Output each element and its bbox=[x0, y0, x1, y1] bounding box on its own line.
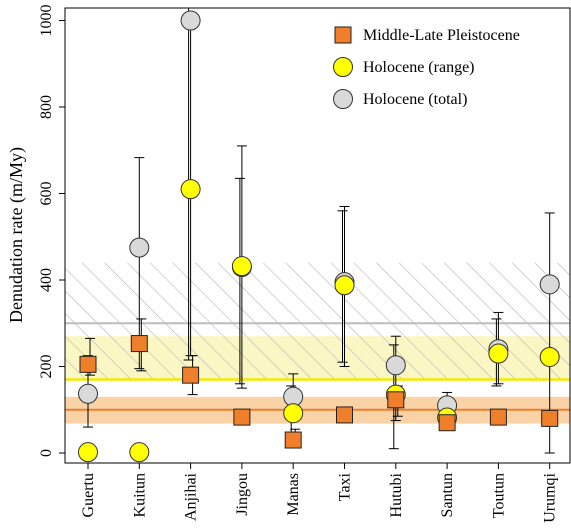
pleistocene-point bbox=[387, 391, 405, 409]
error-bars bbox=[83, 8, 557, 454]
y-tick-label: 200 bbox=[38, 355, 55, 379]
plot-frame bbox=[64, 7, 571, 464]
x-tick-label: Jingou bbox=[234, 473, 251, 516]
x-tick-label: Anjihai bbox=[183, 472, 200, 521]
x-tick-label: Manas bbox=[285, 473, 302, 516]
legend-pleistocene-label: Middle-Late Pleistocene bbox=[363, 27, 520, 44]
pleistocene-point bbox=[336, 406, 353, 424]
x-tick-label: Toutun bbox=[490, 473, 507, 518]
data-points bbox=[78, 10, 560, 463]
holocene-range-point bbox=[488, 343, 509, 364]
y-axis-label: Denudation rate (m/My) bbox=[6, 147, 27, 323]
y-tick-label: 0 bbox=[38, 449, 55, 457]
holocene-range-point bbox=[283, 403, 304, 424]
holocene-range-point bbox=[78, 442, 98, 463]
pleistocene-point bbox=[438, 414, 456, 432]
y-tick-label: 1000 bbox=[38, 5, 55, 37]
y-tick-label: 400 bbox=[38, 268, 55, 292]
x-tick-label: Urumqi bbox=[542, 472, 559, 522]
pleistocene-point bbox=[284, 431, 302, 449]
x-tick-label: Santun bbox=[439, 473, 456, 517]
holocene-range-point bbox=[231, 256, 252, 277]
axes: 0 200 400 600 800 1000 Guertu Kuitun Anjihai Jing… bbox=[38, 5, 571, 523]
legend-pleistocene-marker bbox=[334, 26, 352, 44]
y-tick-label: 800 bbox=[38, 95, 55, 119]
holocene-total-point bbox=[78, 383, 98, 404]
holocene-total-point bbox=[129, 237, 150, 258]
pleistocene-point bbox=[233, 408, 251, 426]
holocene-range-point bbox=[180, 179, 201, 200]
pleistocene-point bbox=[489, 408, 507, 426]
legend: Middle-Late Pleistocene Holocene (range) H… bbox=[333, 26, 520, 109]
x-tick-label: Hutubi bbox=[388, 472, 405, 517]
total-band-hatch bbox=[65, 262, 570, 380]
x-tick-label: Kuitun bbox=[131, 473, 148, 517]
pleistocene-point bbox=[182, 366, 200, 384]
pleistocene-point bbox=[541, 409, 559, 427]
legend-total-label: Holocene (total) bbox=[363, 91, 467, 108]
holocene-total-point bbox=[180, 10, 201, 31]
reference-bands bbox=[65, 262, 570, 424]
holocene-range-point bbox=[539, 346, 560, 367]
legend-range-marker bbox=[333, 57, 353, 77]
pleistocene-point bbox=[79, 355, 97, 373]
x-tick-label: Guertu bbox=[80, 473, 97, 517]
x-tick-label: Taxi bbox=[337, 472, 354, 501]
holocene-total-point bbox=[385, 355, 406, 376]
holocene-total-point bbox=[539, 274, 560, 295]
holocene-range-point bbox=[334, 275, 355, 296]
legend-total-marker bbox=[333, 89, 353, 109]
pleistocene-point bbox=[130, 335, 148, 353]
y-tick-label: 600 bbox=[38, 182, 55, 206]
legend-range-label: Holocene (range) bbox=[363, 59, 475, 76]
holocene-range-point bbox=[129, 442, 150, 463]
